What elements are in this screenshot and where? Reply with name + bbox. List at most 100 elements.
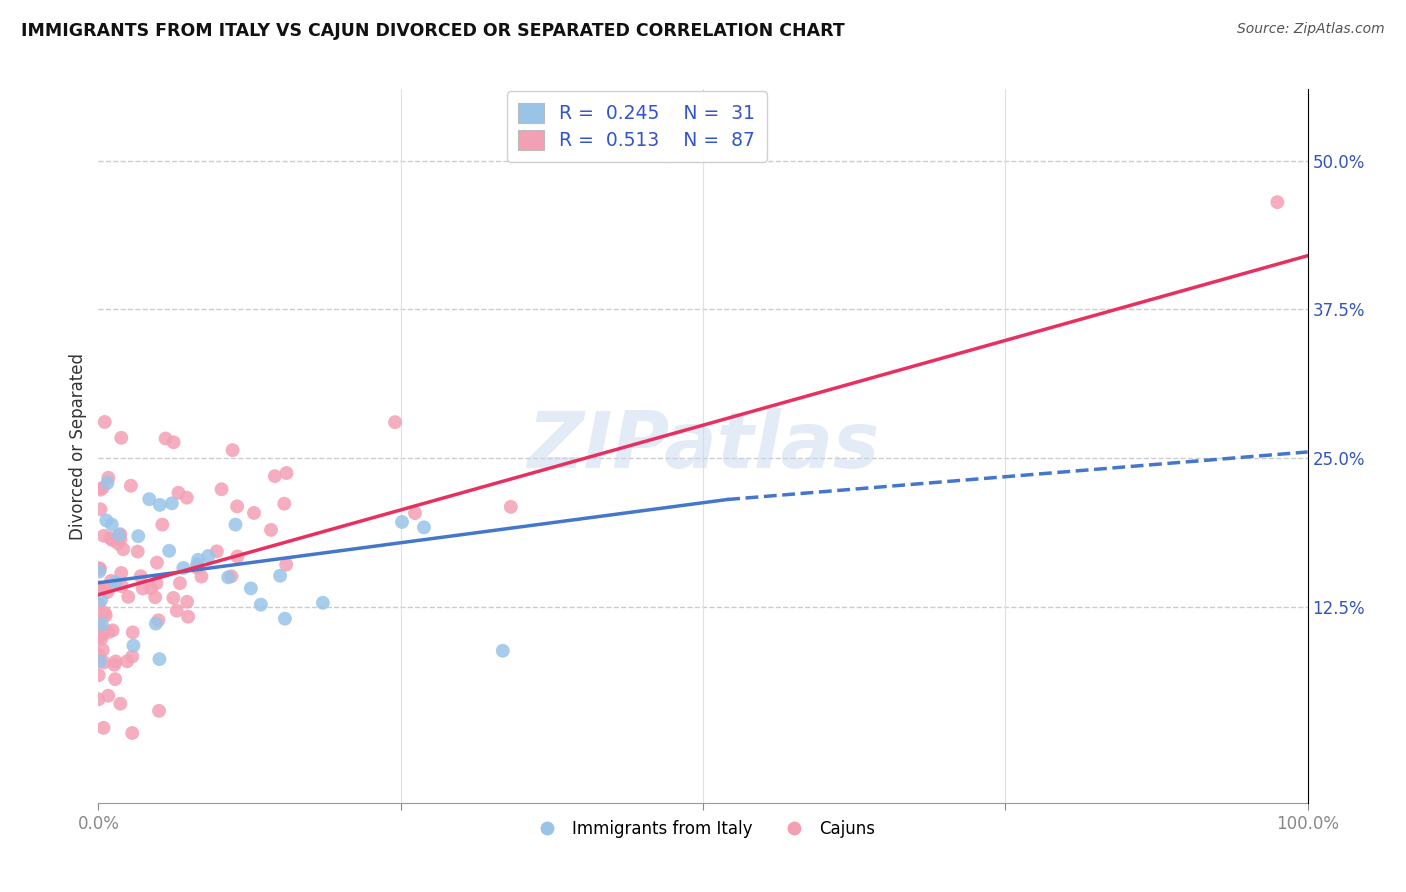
Point — [90, 623, 112, 637]
Point — [89, 565, 111, 579]
Point — [263, 469, 285, 483]
Point — [172, 561, 194, 575]
Point — [176, 595, 198, 609]
Point — [176, 491, 198, 505]
Point — [145, 576, 167, 591]
Point — [120, 479, 142, 493]
Point — [87, 648, 110, 662]
Point — [129, 569, 152, 583]
Point — [312, 596, 335, 610]
Point — [87, 692, 110, 706]
Point — [121, 625, 143, 640]
Point — [197, 549, 219, 563]
Point — [148, 652, 170, 666]
Point — [413, 520, 436, 534]
Point — [243, 506, 266, 520]
Point — [104, 575, 127, 590]
Point — [96, 475, 118, 490]
Point — [87, 630, 110, 644]
Point — [115, 654, 138, 668]
Point — [492, 644, 515, 658]
Point — [139, 582, 162, 596]
Point — [1267, 195, 1289, 210]
Point — [148, 704, 170, 718]
Point — [100, 517, 122, 532]
Text: Source: ZipAtlas.com: Source: ZipAtlas.com — [1237, 22, 1385, 37]
Point — [162, 435, 184, 450]
Point — [112, 542, 135, 557]
Point — [148, 613, 170, 627]
Point — [404, 506, 426, 520]
Point — [162, 591, 184, 605]
Point — [110, 532, 132, 546]
Point — [89, 483, 111, 497]
Point — [186, 561, 208, 575]
Point — [98, 531, 121, 545]
Point — [101, 624, 124, 638]
Point — [110, 431, 132, 445]
Point — [94, 606, 117, 620]
Point — [108, 527, 131, 541]
Point — [250, 598, 273, 612]
Point — [160, 496, 183, 510]
Point — [132, 582, 155, 596]
Point — [274, 612, 297, 626]
Point — [93, 721, 115, 735]
Point — [276, 558, 298, 572]
Point — [87, 580, 110, 594]
Point — [94, 608, 117, 623]
Point — [384, 415, 406, 429]
Point — [121, 726, 143, 740]
Point — [391, 515, 413, 529]
Point — [89, 502, 111, 516]
Point — [110, 566, 132, 580]
Point — [117, 590, 139, 604]
Point — [239, 582, 262, 596]
Point — [89, 654, 111, 668]
Point — [127, 544, 149, 558]
Point — [91, 643, 114, 657]
Point — [110, 697, 132, 711]
Point — [97, 471, 120, 485]
Point — [122, 639, 145, 653]
Point — [104, 655, 127, 669]
Point — [221, 443, 243, 458]
Point — [127, 529, 149, 543]
Point — [90, 632, 112, 646]
Point — [111, 579, 134, 593]
Point — [93, 529, 115, 543]
Point — [224, 517, 246, 532]
Point — [107, 536, 129, 550]
Point — [157, 543, 180, 558]
Point — [138, 492, 160, 507]
Point — [155, 432, 177, 446]
Point — [87, 614, 110, 628]
Point — [103, 657, 125, 672]
Point — [87, 561, 110, 575]
Point — [146, 556, 169, 570]
Point — [100, 574, 122, 588]
Point — [96, 513, 118, 527]
Point — [91, 627, 114, 641]
Point — [93, 582, 115, 597]
Point — [87, 630, 110, 644]
Point — [121, 649, 143, 664]
Point — [269, 568, 291, 582]
Point — [187, 553, 209, 567]
Point — [97, 625, 120, 640]
Point — [93, 656, 115, 670]
Point — [101, 533, 124, 547]
Point — [97, 689, 120, 703]
Point — [211, 483, 233, 497]
Point — [87, 668, 110, 682]
Point — [108, 528, 131, 542]
Point — [221, 569, 243, 583]
Point — [90, 593, 112, 607]
Point — [186, 558, 208, 572]
Point — [104, 672, 127, 686]
Point — [190, 569, 212, 583]
Point — [91, 481, 114, 495]
Point — [149, 498, 172, 512]
Point — [150, 517, 173, 532]
Point — [145, 616, 167, 631]
